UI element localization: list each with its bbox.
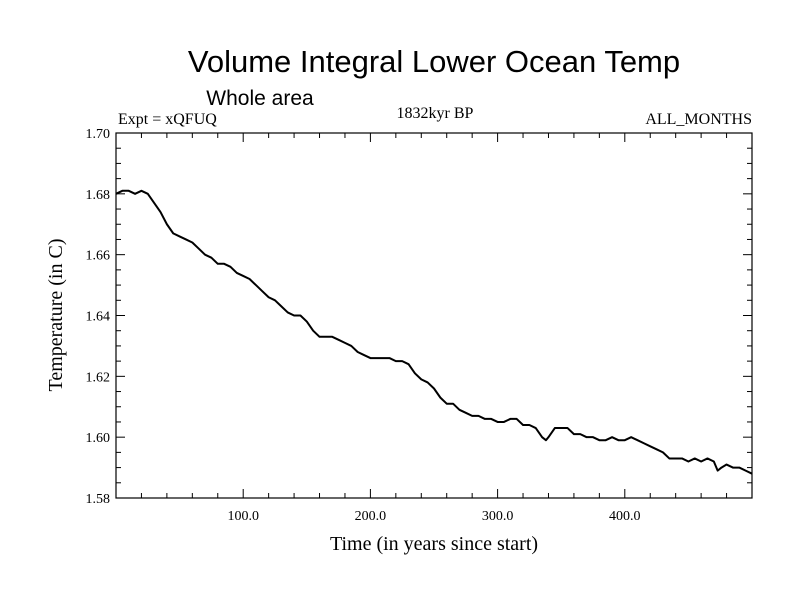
x-axis-label: Time (in years since start): [330, 533, 538, 555]
y-tick-label: 1.66: [86, 249, 111, 264]
y-axis-label: Temperature (in C): [45, 239, 67, 392]
y-tick-label: 1.64: [86, 310, 111, 325]
chart-title: Volume Integral Lower Ocean Temp: [188, 44, 680, 79]
chart-subtitle: Whole area: [206, 87, 314, 110]
x-tick-label: 400.0: [609, 509, 641, 524]
y-tick-label: 1.68: [86, 188, 111, 203]
months-label: ALL_MONTHS: [645, 111, 752, 128]
y-tick-label: 1.58: [86, 492, 111, 507]
experiment-label: Expt = xQFUQ: [118, 111, 217, 128]
y-tick-label: 1.62: [86, 370, 111, 385]
x-tick-label: 200.0: [355, 509, 387, 524]
x-axis: 100.0 200.0 300.0 400.0: [140, 133, 728, 524]
y-tick-label: 1.70: [86, 127, 111, 142]
y-axis: 1.58 1.60 1.62 1.64 1.66 1.68 1.70: [86, 127, 752, 507]
period-label: 1832kyr BP: [397, 105, 474, 122]
x-tick-label: 300.0: [482, 509, 514, 524]
temperature-series-line: [115, 189, 753, 475]
y-tick-label: 1.60: [86, 431, 111, 446]
x-tick-label: 100.0: [227, 509, 259, 524]
plot-frame: [115, 132, 753, 499]
